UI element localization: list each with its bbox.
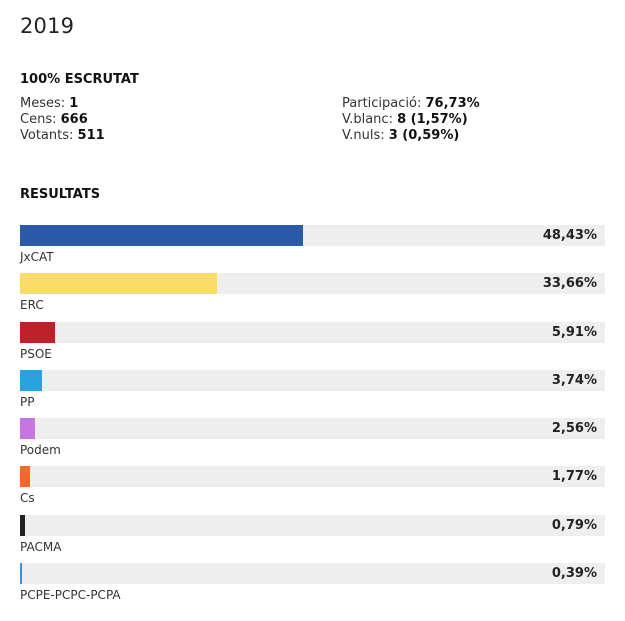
bar-cs: [20, 466, 31, 488]
stat-participacio: Participació: 76,73%: [342, 96, 480, 112]
results-bar-chart: 48,43% JxCAT 33,66% ERC 5,91% PSOE 3,74% PP 2,56…: [20, 225, 605, 611]
results-title: RESULTATS: [20, 187, 101, 202]
stat-cens-value: 666: [60, 112, 88, 127]
bar-value-label: 1,77%: [551, 469, 597, 485]
stat-votants-label: Votants:: [20, 128, 74, 143]
stat-vnuls-label: V.nuls:: [342, 128, 385, 143]
bar-track: 0,39%: [20, 563, 605, 585]
result-row-podem: 2,56% Podem: [20, 418, 605, 466]
bar-pp: [20, 369, 42, 391]
bar-value-label: 5,91%: [551, 324, 597, 340]
bar-pacma: [20, 514, 25, 536]
party-label: PCPE-PCPC-PCPA: [20, 588, 121, 603]
party-label: JxCAT: [20, 250, 54, 264]
stat-votants: Votants: 511: [20, 128, 105, 144]
bar-psoe: [20, 321, 55, 343]
party-label: PACMA: [20, 539, 62, 554]
stat-cens: Cens: 666: [20, 112, 105, 128]
stat-vblanc-label: V.blanc:: [342, 112, 393, 127]
result-row-psoe: 5,91% PSOE: [20, 321, 605, 370]
stats-left-column: Meses: 1 Cens: 666 Votants: 511: [20, 96, 105, 144]
result-row-cs: 1,77% Cs: [20, 466, 605, 514]
bar-track: 33,66%: [20, 273, 605, 295]
bar-track: 5,91%: [20, 321, 605, 343]
stat-vnuls-value: 3 (0,59%): [388, 128, 460, 143]
bar-track: 1,77%: [20, 466, 605, 488]
bar-value-label: 0,79%: [551, 517, 597, 533]
party-label: Cs: [20, 491, 35, 506]
stat-vnuls: V.nuls: 3 (0,59%): [342, 128, 480, 144]
bar-track: 2,56%: [20, 418, 605, 440]
bar-jxcat: [20, 225, 304, 246]
bar-value-label: 2,56%: [551, 421, 597, 437]
bar-value-label: 3,74%: [551, 372, 597, 388]
stat-meses-value: 1: [69, 96, 79, 111]
bar-value-label: 0,39%: [551, 566, 597, 582]
stats-right-column: Participació: 76,73% V.blanc: 8 (1,57%) …: [342, 96, 480, 144]
result-row-jxcat: 48,43% JxCAT: [20, 225, 605, 273]
bar-podem: [20, 418, 35, 440]
stat-participacio-value: 76,73%: [425, 96, 480, 111]
bar-erc: [20, 273, 217, 295]
stat-vblanc: V.blanc: 8 (1,57%): [342, 112, 480, 128]
stat-meses: Meses: 1: [20, 96, 105, 112]
party-label: PSOE: [20, 346, 52, 361]
result-row-pp: 3,74% PP: [20, 369, 605, 418]
bar-pcpe-pcpc-pcpa: [20, 563, 23, 585]
stat-participacio-label: Participació:: [342, 96, 422, 111]
bar-value-label: 48,43%: [542, 228, 597, 243]
bar-track: 3,74%: [20, 369, 605, 391]
stat-vblanc-value: 8 (1,57%): [397, 112, 468, 127]
election-year: 2019: [20, 14, 75, 38]
stat-cens-label: Cens:: [20, 112, 57, 127]
stat-votants-value: 511: [77, 128, 105, 143]
scrutiny-title: 100% ESCRUTAT: [20, 72, 139, 87]
stat-meses-label: Meses:: [20, 96, 66, 111]
bar-track: 0,79%: [20, 514, 605, 536]
bar-value-label: 33,66%: [542, 276, 597, 292]
bar-track: 48,43%: [20, 225, 605, 246]
party-label: ERC: [20, 298, 44, 313]
result-row-erc: 33,66% ERC: [20, 273, 605, 321]
party-label: PP: [20, 394, 35, 409]
party-label: Podem: [20, 443, 61, 458]
result-row-pcpe-pcpc-pcpa: 0,39% PCPE-PCPC-PCPA: [20, 563, 605, 611]
result-row-pacma: 0,79% PACMA: [20, 514, 605, 563]
